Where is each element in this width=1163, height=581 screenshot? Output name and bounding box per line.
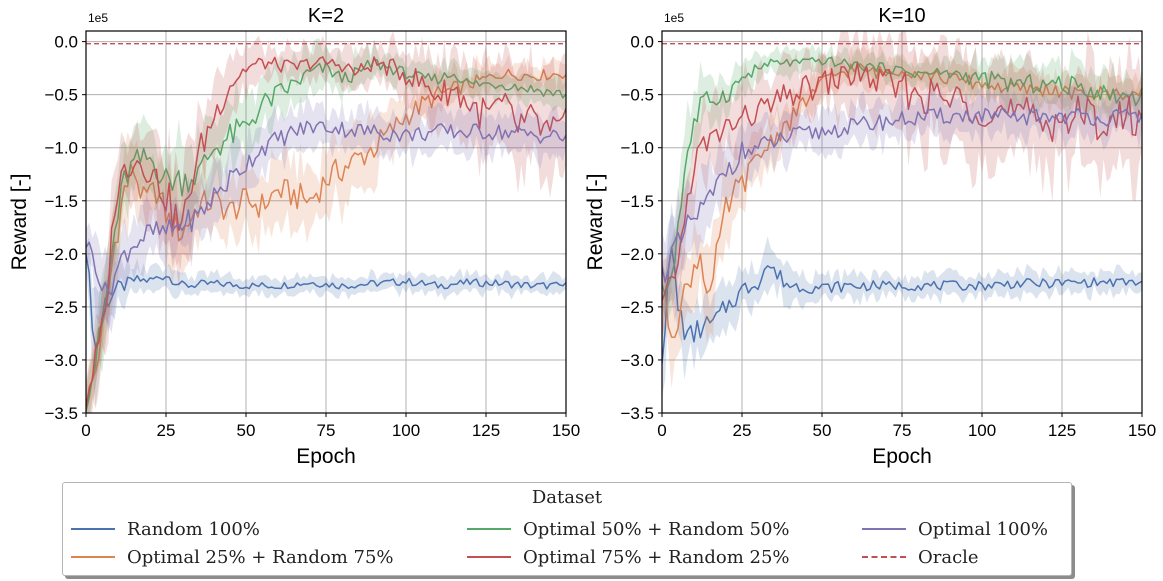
legend-swatch [862,556,906,558]
y-tick-label: −1.0 [44,139,78,158]
series-line [86,254,566,348]
legend-label: Optimal 25% + Random 75% [127,546,394,568]
y-tick-label: −2.0 [620,245,654,264]
series-line [662,56,1142,297]
chart-panel-1: 0 25 50 75 100 125 150 0.0 −0.5 −1.0 −1.5 −2.0 −2.5 −… [8,5,580,468]
series-band [662,202,1142,398]
y-axis-label: Reward [-] [8,174,31,271]
y-tick-label: −0.5 [44,86,78,105]
series-band [662,82,1142,321]
legend-label: Random 100% [127,518,260,540]
y-tick-label: −2.5 [620,298,654,317]
x-tick-label: 125 [1048,421,1076,440]
y-tick-label: −1.5 [620,192,654,211]
y-tick-label: −2.5 [44,298,78,317]
x-tick-label: 150 [552,421,580,440]
y-tick-label: −0.5 [620,86,654,105]
legend-item-optimal-75: Optimal 75% + Random 25% [467,545,790,569]
y-tick-label: 0.0 [54,33,78,52]
x-tick-label: 75 [893,421,912,440]
series-line [662,62,1142,301]
legend-swatch [862,528,906,530]
legend: Dataset Random 100% Optimal 25% + Random… [62,482,1072,576]
chart-panel-2: 0 25 50 75 100 125 150 0.0 −0.5 −1.0 −1.5 −2.0 −2.5 −… [584,5,1156,468]
x-tick-label: 100 [968,421,996,440]
y-axis-multiplier: 1e5 [88,11,108,25]
series-line [86,120,566,296]
legend-label: Oracle [918,546,979,568]
plot-area [662,31,1142,398]
legend-item-random-100: Random 100% [71,517,260,541]
legend-item-optimal-25: Optimal 25% + Random 75% [71,545,394,569]
legend-swatch [71,528,115,530]
x-axis-label: Epoch [872,445,932,468]
x-axis-label: Epoch [296,445,356,468]
x-tick-label: 0 [657,421,666,440]
x-tick-label: 150 [1128,421,1156,440]
y-tick-label: −1.5 [44,192,78,211]
x-tick-label: 50 [237,421,256,440]
x-tick-label: 0 [81,421,90,440]
series-line [662,63,1142,338]
legend-label: Optimal 75% + Random 25% [523,546,790,568]
x-tick-label: 75 [317,421,336,440]
y-tick-label: −3.0 [620,351,654,370]
legend-item-oracle: Oracle [862,545,979,569]
y-tick-label: 0.0 [630,33,654,52]
series-band [86,237,566,408]
y-axis-label: Reward [-] [584,174,607,271]
x-tick-label: 25 [733,421,752,440]
series-line [86,58,566,412]
y-tick-label: −2.0 [44,245,78,264]
series-band [86,31,566,413]
plots-canvas: 0 25 50 75 100 125 150 0.0 −0.5 −1.0 −1.5 −2.0 −2.5 −… [8,5,1156,468]
series-band [86,38,566,413]
legend-item-optimal-100: Optimal 100% [862,517,1048,541]
series-line [662,246,1142,364]
legend-title: Dataset [531,487,603,508]
plot-area [86,31,566,413]
legend-label: Optimal 100% [918,518,1049,540]
series-line [86,56,566,407]
x-tick-label: 25 [157,421,176,440]
series-band [86,94,566,334]
legend-swatch [467,528,511,530]
series-line [86,68,566,409]
series-line [662,107,1142,283]
legend-item-optimal-50: Optimal 50% + Random 50% [467,517,790,541]
chart-title: K=10 [878,5,925,27]
legend-swatch [467,556,511,558]
series-band [662,31,1142,341]
chart-title: K=2 [308,5,344,27]
x-tick-label: 50 [813,421,832,440]
y-tick-label: −1.0 [620,139,654,158]
legend-swatch [71,556,115,558]
y-tick-label: −3.5 [44,404,78,423]
y-tick-label: −3.5 [620,404,654,423]
y-axis-multiplier: 1e5 [664,11,684,25]
x-tick-label: 100 [392,421,420,440]
y-tick-label: −3.0 [44,351,78,370]
x-tick-label: 125 [472,421,500,440]
legend-label: Optimal 50% + Random 50% [523,518,790,540]
